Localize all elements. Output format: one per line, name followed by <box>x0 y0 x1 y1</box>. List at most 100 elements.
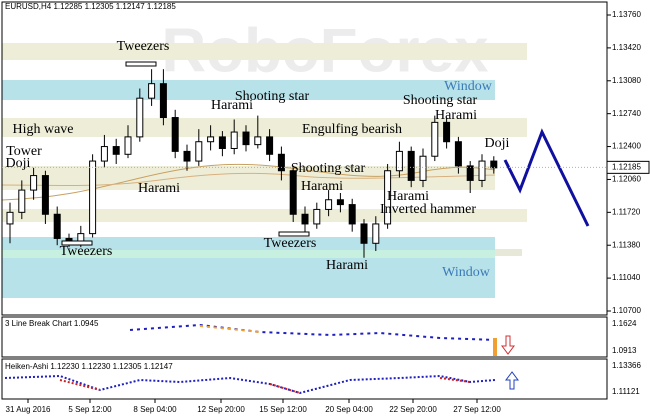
x-tick-label: 31 Aug 2016 <box>6 405 51 414</box>
y-tick-label: 1.12060 <box>612 175 641 184</box>
candle-body <box>419 155 427 181</box>
panel-title: Heiken-Ashi 1.12230 1.12230 1.12305 1.12… <box>5 362 173 371</box>
y-tick-label: 1.11720 <box>612 207 641 216</box>
header: EURUSD,H4 1.12285 1.12305 1.12147 1.1218… <box>5 2 176 11</box>
annotation: Shooting star <box>235 89 310 104</box>
candle-body <box>112 146 120 155</box>
annotation: Doji <box>485 136 510 151</box>
panel-border <box>1 316 608 358</box>
candle-body <box>148 83 156 99</box>
candle-body <box>277 153 285 172</box>
candle-body <box>53 213 61 239</box>
annotation: Doji <box>6 156 31 171</box>
candle-body <box>254 136 262 146</box>
candle-body <box>490 160 498 169</box>
annotation: Harami <box>301 179 343 194</box>
main-panel <box>6 69 498 258</box>
annotation: Shooting star <box>403 93 478 108</box>
annotation: Harami <box>326 258 368 273</box>
y-tick-label: 1.13420 <box>612 43 641 52</box>
candle-body <box>336 199 344 206</box>
candle-body <box>242 131 250 146</box>
annotation: Harami <box>387 189 429 204</box>
annotation: Tweezers <box>60 244 113 259</box>
x-tick-label: 20 Sep 04:00 <box>325 405 373 414</box>
panel-tick-label: 1.0913 <box>612 346 637 355</box>
candle-body <box>348 204 356 225</box>
pattern-bracket <box>125 61 157 67</box>
candle-body <box>30 175 38 191</box>
annotation: Tweezers <box>264 236 317 251</box>
candle-body <box>384 170 392 225</box>
last-price-box <box>606 160 650 174</box>
candle-body <box>372 223 380 244</box>
down-arrow <box>501 335 515 355</box>
x-tick-label: 27 Sep 12:00 <box>453 405 501 414</box>
candle-body <box>207 136 215 143</box>
candle-body <box>478 160 486 181</box>
candle-body <box>266 136 274 155</box>
candle-body <box>171 117 179 152</box>
annotation: Tower <box>6 144 42 159</box>
zone <box>2 209 527 222</box>
line-break-bar <box>493 338 497 356</box>
line-break-trace <box>199 325 261 333</box>
candle-body <box>6 211 14 225</box>
candle-body <box>183 150 191 162</box>
panel-border <box>1 358 608 400</box>
candle-body <box>41 175 49 215</box>
zone <box>2 250 495 258</box>
x-tick-label: 12 Sep 20:00 <box>197 405 245 414</box>
candle-body <box>124 136 132 155</box>
zone <box>2 118 527 137</box>
x-tick-label: 8 Sep 04:00 <box>133 405 177 414</box>
candle-body <box>195 141 203 162</box>
y-tick-label: 1.11380 <box>612 240 641 249</box>
candle-body <box>230 131 238 149</box>
candle-body <box>89 160 97 235</box>
last-price-label: 1.12185 <box>612 162 641 171</box>
candle-body <box>313 208 321 225</box>
candle-body <box>443 121 451 143</box>
candle-body <box>466 165 474 181</box>
candle-body <box>218 136 226 149</box>
candle-body <box>454 141 462 167</box>
annotation: Window <box>442 265 491 280</box>
candle-body <box>360 223 368 244</box>
panel-border <box>1 1 608 316</box>
zone <box>2 43 527 60</box>
zone <box>2 237 495 298</box>
zone <box>2 80 495 100</box>
heiken-ashi-trace <box>59 377 471 394</box>
candle-body <box>18 189 26 213</box>
y-tick-label: 1.11040 <box>612 273 641 282</box>
candle-body <box>159 83 167 119</box>
x-tick-label: 15 Sep 12:00 <box>259 405 307 414</box>
up-arrow <box>505 371 519 390</box>
annotation: Harami <box>138 181 180 196</box>
candle-body <box>407 150 415 181</box>
annotation: Window <box>444 79 493 94</box>
panel-tick-label: 1.11121 <box>612 387 640 396</box>
zone <box>495 249 522 256</box>
x-tick-label: 5 Sep 12:00 <box>68 405 112 414</box>
annotation: Shooting star <box>291 161 366 176</box>
pattern-bracket <box>278 231 310 237</box>
panel-title: 3 Line Break Chart 1.0945 <box>5 319 99 328</box>
x-tick-label: 22 Sep 20:00 <box>389 405 437 414</box>
candle-body <box>395 150 403 172</box>
annotation: Engulfing bearish <box>302 122 402 137</box>
candle-body <box>431 121 439 157</box>
moving-average <box>1 172 496 187</box>
annotation: Harami <box>211 98 253 113</box>
y-tick-label: 1.12740 <box>612 109 641 118</box>
candle-body <box>301 213 309 225</box>
y-tick-label: 1.13760 <box>612 10 641 19</box>
candle-body <box>289 170 297 215</box>
candle-body <box>136 97 144 138</box>
line-break-trace <box>129 323 496 341</box>
annotation: High wave <box>12 122 73 137</box>
forecast-line <box>503 128 590 227</box>
